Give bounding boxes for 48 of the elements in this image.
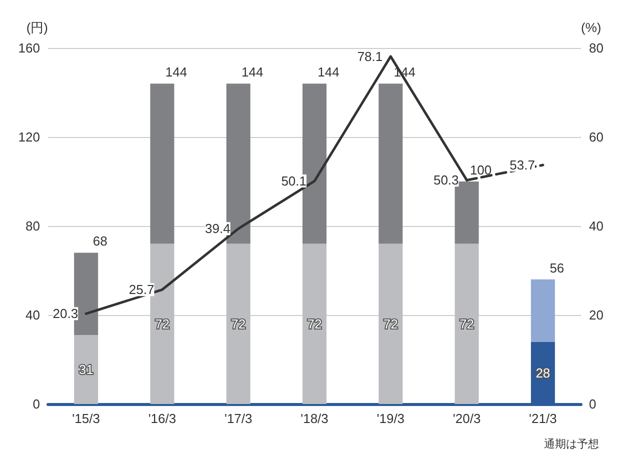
bar [378, 84, 403, 244]
total-label: 100 [470, 162, 492, 178]
data-label: 72 [307, 316, 322, 332]
data-label: 25.7 [128, 282, 154, 298]
data-label: 72 [383, 316, 398, 332]
y2-axis-title: (%) [581, 20, 602, 35]
y-tick-label: 0 [32, 396, 40, 412]
x-tick-label: '20/3 [452, 411, 481, 426]
data-label: 78.1 [357, 48, 383, 64]
data-label: 31 [78, 362, 94, 378]
data-label: 50.3 [433, 172, 459, 188]
data-label: 53.7 [510, 158, 535, 173]
x-tick-label: '19/3 [376, 411, 405, 426]
y2-tick-label: 40 [589, 218, 604, 234]
data-label: 72 [154, 316, 170, 332]
bar [454, 244, 479, 404]
total-label: 68 [92, 234, 108, 249]
total-label: 56 [550, 260, 564, 276]
data-label: 39.4 [205, 221, 230, 236]
text: 通期は予想 [544, 438, 599, 450]
x-tick-label: '16/3 [148, 411, 176, 426]
y2-tick-label: 80 [589, 40, 604, 56]
bar [302, 244, 326, 404]
data-label: 28 [536, 365, 550, 380]
data-label: 20.3 [52, 306, 78, 322]
x-tick-label: '18/3 [300, 411, 328, 426]
y2-tick-label: 60 [589, 130, 604, 144]
y-tick-label: 160 [18, 40, 40, 56]
bar [378, 244, 403, 404]
y2-tick-label: 20 [589, 308, 604, 322]
y-tick-label: 40 [26, 308, 40, 322]
y-tick-label: 120 [18, 130, 40, 144]
bar [530, 279, 555, 342]
bar [226, 244, 250, 404]
y-axis-title: (円) [26, 20, 48, 35]
x-tick-label: '15/3 [72, 411, 100, 426]
total-label: 144 [318, 64, 340, 80]
total-label: 144 [242, 64, 264, 80]
y2-tick-label: 0 [589, 396, 596, 412]
data-label: 72 [460, 316, 474, 332]
bar [74, 335, 98, 404]
x-tick-label: '21/3 [529, 411, 557, 426]
data-label: 50.1 [281, 174, 306, 189]
data-label: 72 [231, 316, 246, 332]
bar [150, 84, 174, 244]
x-tick-label: '17/3 [224, 411, 252, 426]
y-tick-label: 80 [26, 218, 40, 234]
total-label: 144 [165, 64, 188, 80]
